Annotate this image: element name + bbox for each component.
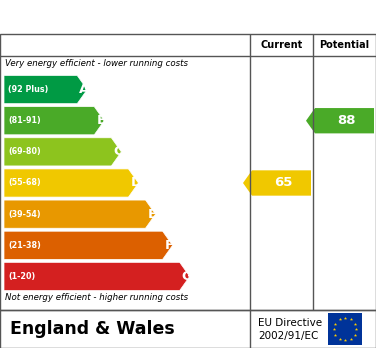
Polygon shape xyxy=(4,200,156,228)
Text: (39-54): (39-54) xyxy=(8,209,41,219)
Bar xyxy=(328,313,362,345)
Text: 88: 88 xyxy=(337,114,356,127)
Text: Energy Efficiency Rating: Energy Efficiency Rating xyxy=(8,9,229,24)
Text: 2002/91/EC: 2002/91/EC xyxy=(258,331,318,341)
Polygon shape xyxy=(4,231,173,259)
Text: C: C xyxy=(113,145,123,158)
Text: E: E xyxy=(147,208,157,221)
Text: Very energy efficient - lower running costs: Very energy efficient - lower running co… xyxy=(5,59,188,68)
Text: (55-68): (55-68) xyxy=(8,179,41,188)
Polygon shape xyxy=(4,138,121,166)
Text: Potential: Potential xyxy=(320,40,370,50)
Polygon shape xyxy=(306,108,374,133)
Text: 65: 65 xyxy=(274,176,293,190)
Polygon shape xyxy=(4,169,138,197)
Text: EU Directive: EU Directive xyxy=(258,318,322,328)
Text: (81-91): (81-91) xyxy=(8,116,41,125)
Text: B: B xyxy=(96,114,106,127)
Polygon shape xyxy=(4,262,190,291)
Text: England & Wales: England & Wales xyxy=(10,320,175,338)
Text: D: D xyxy=(130,176,142,190)
Text: G: G xyxy=(182,270,193,283)
Text: (1-20): (1-20) xyxy=(8,272,35,281)
Text: A: A xyxy=(79,83,89,96)
Text: (92 Plus): (92 Plus) xyxy=(8,85,49,94)
Text: Not energy efficient - higher running costs: Not energy efficient - higher running co… xyxy=(5,293,188,302)
Text: F: F xyxy=(165,239,174,252)
Text: (21-38): (21-38) xyxy=(8,241,41,250)
Text: Current: Current xyxy=(260,40,303,50)
Polygon shape xyxy=(243,170,311,196)
Polygon shape xyxy=(4,76,87,104)
Polygon shape xyxy=(4,106,104,135)
Text: (69-80): (69-80) xyxy=(8,147,41,156)
